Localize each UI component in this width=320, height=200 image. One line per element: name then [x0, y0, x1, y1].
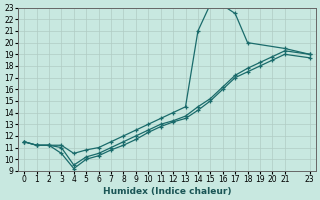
X-axis label: Humidex (Indice chaleur): Humidex (Indice chaleur): [103, 187, 231, 196]
